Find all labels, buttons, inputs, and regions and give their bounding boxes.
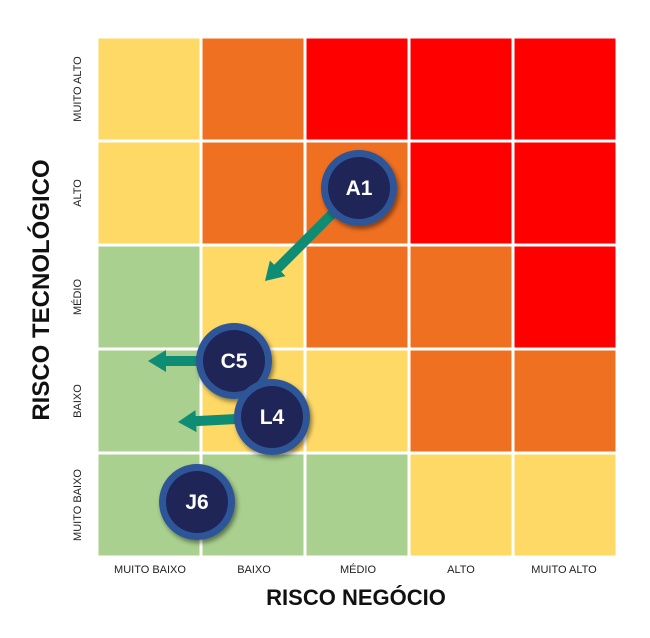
matrix-cell-baixo-alto [410, 350, 512, 452]
matrix-cell-muito-baixo-médio [306, 454, 408, 556]
marker-core [166, 471, 228, 533]
move-arrow-a1 [265, 210, 336, 281]
x-tick-label: MUITO ALTO [531, 564, 597, 576]
marker-label: L4 [260, 406, 285, 429]
marker-core [328, 157, 390, 219]
matrix-cell-alto-muito-alto [514, 142, 616, 244]
x-tick-label: BAIXO [237, 564, 271, 576]
matrix-cell-alto-muito-baixo [98, 142, 200, 244]
matrix-cell-médio-alto [410, 246, 512, 348]
x-axis-title: RISCO NEGÓCIO [266, 585, 446, 610]
matrix-cell-muito-baixo-muito-alto [514, 454, 616, 556]
marker-label: J6 [185, 491, 208, 514]
item-marker-a1[interactable]: A1 [321, 150, 397, 226]
marker-core [203, 330, 265, 392]
matrix-cell-baixo-muito-alto [514, 350, 616, 452]
x-tick-label: MUITO BAIXO [114, 564, 186, 576]
matrix-cell-muito-alto-muito-baixo [98, 38, 200, 140]
matrix-cell-médio-muito-alto [514, 246, 616, 348]
item-marker-c5[interactable]: C5 [196, 323, 272, 399]
matrix-cell-baixo-muito-baixo [98, 350, 200, 452]
matrix-cell-baixo-médio [306, 350, 408, 452]
matrix-cell-alto-alto [410, 142, 512, 244]
item-marker-l4[interactable]: L4 [234, 379, 310, 455]
matrix-cell-muito-alto-médio [306, 38, 408, 140]
x-tick-label: ALTO [447, 564, 475, 576]
item-marker-j6[interactable]: J6 [159, 464, 235, 540]
matrix-cell-alto-baixo [202, 142, 304, 244]
matrix-cell-muito-alto-muito-alto [514, 38, 616, 140]
move-arrow-l4 [178, 410, 237, 433]
marker-label: A1 [346, 177, 373, 200]
marker-label: C5 [221, 350, 248, 373]
matrix-cell-muito-baixo-alto [410, 454, 512, 556]
move-arrow-c5 [148, 350, 197, 372]
matrix-cell-médio-muito-baixo [98, 246, 200, 348]
matrix-cell-médio-médio [306, 246, 408, 348]
x-tick-label: MÉDIO [339, 564, 377, 576]
matrix-cell-muito-alto-baixo [202, 38, 304, 140]
matrix-cell-muito-alto-alto [410, 38, 512, 140]
marker-core [241, 386, 303, 448]
